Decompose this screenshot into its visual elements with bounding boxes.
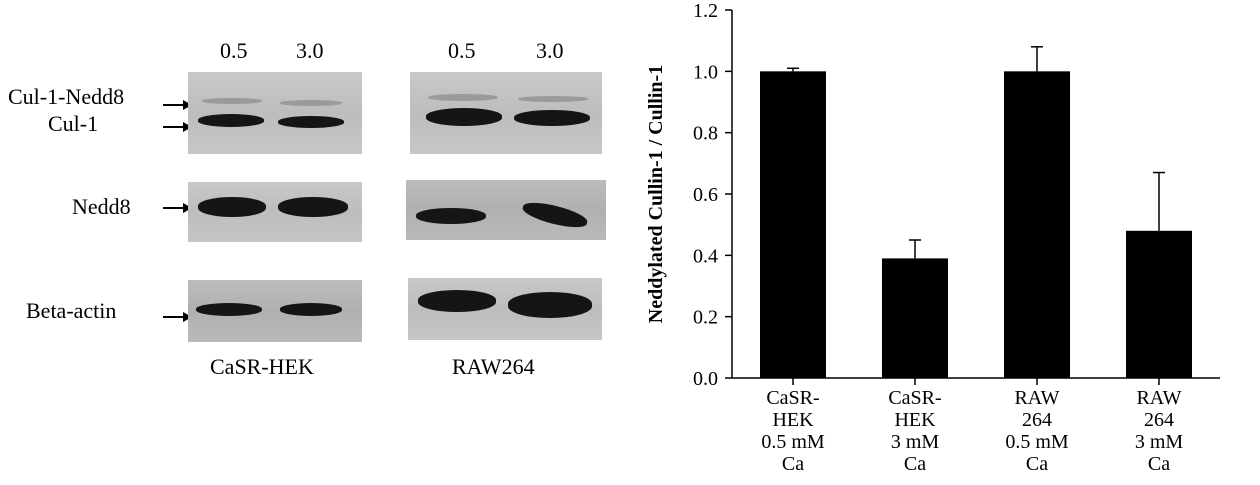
conc-label-right-2: 3.0 bbox=[536, 38, 564, 63]
blot-nedd8-casr-hek bbox=[188, 182, 362, 242]
bar-chart: 0.0 0.2 0.4 0.6 0.8 1.0 1.2 Neddylated Cullin-1… bbox=[645, 0, 1220, 475]
blot-cul1-raw264 bbox=[410, 72, 602, 154]
arrow-nedd8 bbox=[163, 203, 192, 213]
conc-label-right-1: 0.5 bbox=[448, 38, 476, 63]
x-tick-label-2: CaSR- bbox=[888, 387, 941, 409]
row-label-cul1-nedd8: Cul-1-Nedd8 bbox=[8, 84, 125, 109]
y-axis-label: Neddylated Cullin-1 / Cullin-1 bbox=[645, 65, 667, 323]
chart-bars bbox=[760, 46, 1192, 378]
x-tick-label-4: RAW bbox=[1136, 387, 1181, 409]
blot-nedd8-raw264 bbox=[406, 180, 606, 240]
x-tick-label-4: 3 mM bbox=[1135, 431, 1184, 453]
conc-label-left-1: 0.5 bbox=[220, 38, 248, 63]
row-label-nedd8: Nedd8 bbox=[72, 194, 131, 219]
x-tick-label-1: CaSR- bbox=[766, 387, 819, 409]
arrow-cul1-nedd8 bbox=[163, 100, 192, 110]
x-tick-label-1: 0.5 mM bbox=[761, 431, 825, 453]
x-tick-label-4: Ca bbox=[1148, 453, 1170, 475]
bar-3 bbox=[1004, 71, 1070, 378]
row-label-beta-actin: Beta-actin bbox=[26, 298, 117, 323]
cell-line-label-casr-hek: CaSR-HEK bbox=[210, 354, 314, 379]
bar-2 bbox=[882, 258, 948, 378]
x-tick-label-4: 264 bbox=[1144, 409, 1174, 431]
y-tick-label: 0.8 bbox=[693, 123, 718, 145]
bar-4 bbox=[1126, 230, 1192, 378]
x-tick-label-1: HEK bbox=[772, 409, 814, 431]
y-tick-label: 0.4 bbox=[693, 245, 718, 267]
x-tick-label-3: RAW bbox=[1014, 387, 1059, 409]
arrow-beta-actin bbox=[163, 312, 192, 322]
cell-line-label-raw264: RAW264 bbox=[452, 354, 535, 379]
blot-beta-actin-raw264 bbox=[408, 278, 602, 340]
y-tick-label: 0.6 bbox=[693, 184, 718, 206]
y-tick-label: 1.0 bbox=[693, 61, 718, 83]
conc-label-left-2: 3.0 bbox=[296, 38, 324, 63]
bar-1 bbox=[760, 71, 826, 378]
x-tick-label-3: 264 bbox=[1022, 409, 1052, 431]
blot-beta-actin-casr-hek bbox=[188, 280, 362, 342]
arrow-cul1 bbox=[163, 122, 192, 132]
x-tick-label-2: HEK bbox=[894, 409, 936, 431]
y-tick-label: 1.2 bbox=[693, 0, 718, 22]
y-tick-label: 0.0 bbox=[693, 368, 718, 390]
y-tick-label: 0.2 bbox=[693, 307, 718, 329]
x-tick-label-3: Ca bbox=[1026, 453, 1048, 475]
x-tick-label-2: Ca bbox=[904, 453, 926, 475]
blot-cul1-casr-hek bbox=[188, 72, 362, 154]
row-label-cul1: Cul-1 bbox=[48, 111, 99, 136]
x-tick-label-1: Ca bbox=[782, 453, 804, 475]
x-tick-label-3: 0.5 mM bbox=[1005, 431, 1069, 453]
x-tick-label-2: 3 mM bbox=[891, 431, 940, 453]
